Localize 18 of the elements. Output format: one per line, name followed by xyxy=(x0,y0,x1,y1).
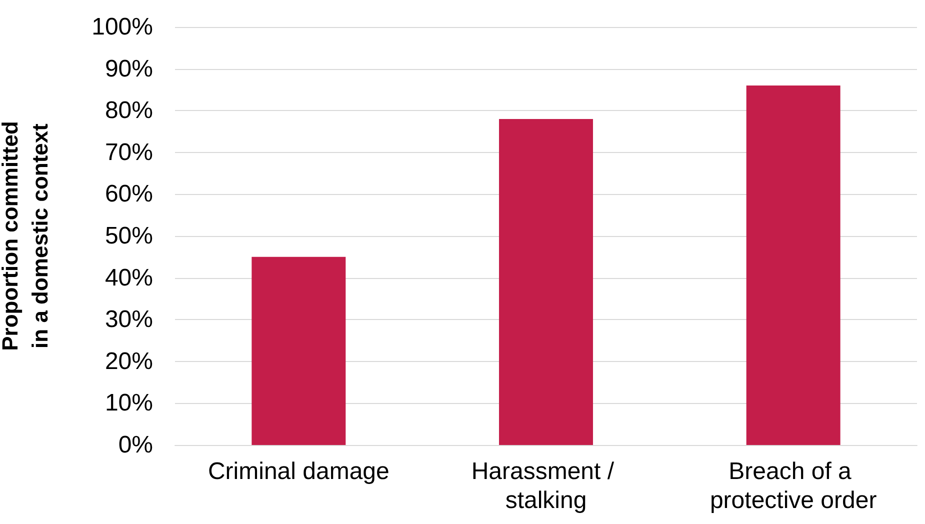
x-tick-label: Breach of a protective order xyxy=(710,458,877,514)
y-tick-label: 100% xyxy=(92,14,153,40)
y-tick-label: 40% xyxy=(104,264,153,292)
y-tick-label: 60% xyxy=(104,180,153,208)
y-tick-label: 70% xyxy=(104,138,153,166)
y-tick-label: 0% xyxy=(118,432,153,458)
y-tick-label: 80% xyxy=(104,97,153,124)
y-tick-label: 30% xyxy=(104,306,153,334)
x-tick-label: Harassment / stalking xyxy=(471,458,621,514)
y-axis-title: Proportion committed in a domestic context xyxy=(0,121,52,351)
y-tick-label: 20% xyxy=(104,348,153,375)
x-tick-label: Criminal damage xyxy=(208,458,390,485)
bar xyxy=(499,118,593,445)
y-tick-label: 50% xyxy=(104,222,153,250)
y-tick-label: 90% xyxy=(104,55,153,82)
bar xyxy=(746,86,840,445)
y-tick-label: 10% xyxy=(104,390,153,417)
bar xyxy=(252,256,346,445)
